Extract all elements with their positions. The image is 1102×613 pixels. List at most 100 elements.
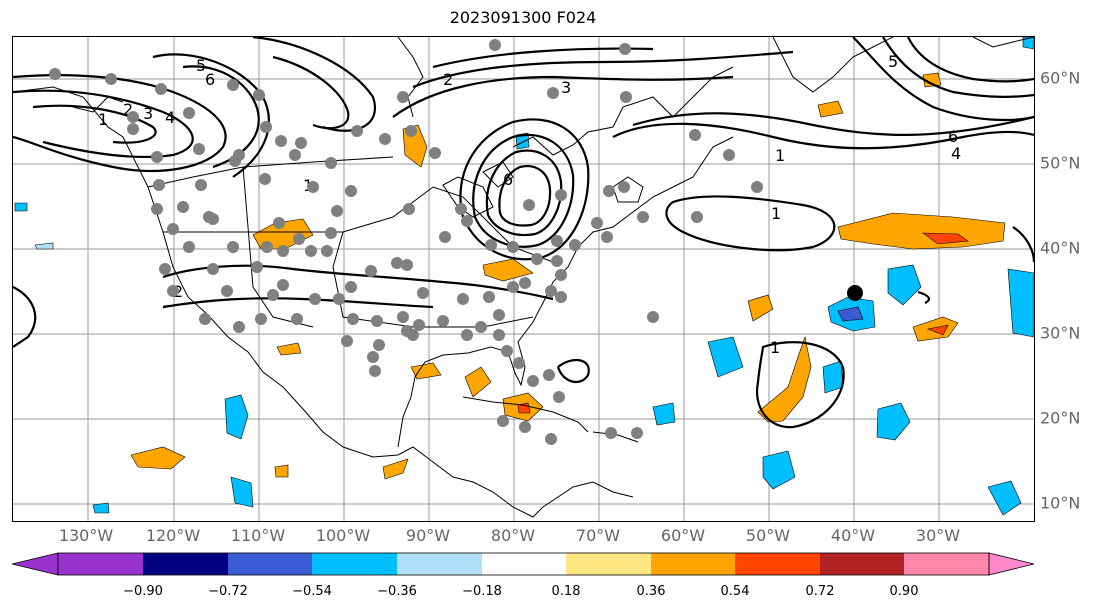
station-dot bbox=[345, 281, 357, 293]
lat-label: 10°N bbox=[1040, 493, 1081, 513]
station-dot bbox=[295, 137, 307, 149]
weather-map: 1 2 3 4 5 6 1 2 6 1 4 5 6 1 1 2 3 bbox=[12, 36, 1035, 522]
colorbar-segment bbox=[58, 553, 143, 575]
contour-label: 5 bbox=[888, 52, 898, 71]
station-dot bbox=[493, 309, 505, 321]
station-dot bbox=[493, 329, 505, 341]
station-dot bbox=[507, 241, 519, 253]
colorbar-tick-label: −0.36 bbox=[377, 584, 417, 599]
station-dot bbox=[371, 315, 383, 327]
station-dot bbox=[555, 269, 567, 281]
station-dot bbox=[227, 79, 239, 91]
station-markers bbox=[49, 39, 763, 445]
station-dot bbox=[325, 157, 337, 169]
station-dot bbox=[751, 181, 763, 193]
station-dot bbox=[555, 189, 567, 201]
station-dot bbox=[403, 203, 415, 215]
station-dot bbox=[527, 375, 539, 387]
station-dot bbox=[547, 87, 559, 99]
map-title: 2023091300 F024 bbox=[449, 8, 597, 27]
station-dot bbox=[333, 293, 345, 305]
station-dot bbox=[507, 281, 519, 293]
station-dot bbox=[401, 259, 413, 271]
colorbar-tick-label: 0.18 bbox=[551, 584, 581, 599]
station-dot bbox=[483, 291, 495, 303]
station-dot bbox=[369, 365, 381, 377]
station-dot bbox=[331, 205, 343, 217]
contour-label: 1 bbox=[771, 204, 781, 223]
map-canvas: 1 2 3 4 5 6 1 2 6 1 4 5 6 1 1 2 3 bbox=[13, 37, 1034, 521]
colorbar-tick-label: −0.54 bbox=[292, 584, 332, 599]
station-dot bbox=[437, 315, 449, 327]
station-dot bbox=[365, 265, 377, 277]
colorbar-segment bbox=[143, 553, 228, 575]
lon-label: 90°W bbox=[405, 526, 451, 545]
lon-label: 110°W bbox=[230, 526, 286, 545]
station-dot bbox=[631, 427, 643, 439]
colorbar-tick-label: −0.90 bbox=[123, 584, 163, 599]
station-dot bbox=[321, 245, 333, 257]
station-dot bbox=[497, 415, 509, 427]
station-dot bbox=[305, 245, 317, 257]
station-dot bbox=[379, 133, 391, 145]
station-dot bbox=[620, 91, 632, 103]
colorbar-segment bbox=[651, 553, 735, 575]
station-dot bbox=[523, 199, 535, 211]
station-dot bbox=[601, 231, 613, 243]
contour-label: 5 bbox=[196, 56, 206, 75]
station-dot bbox=[417, 287, 429, 299]
station-dot bbox=[277, 245, 289, 257]
station-dot bbox=[221, 285, 233, 297]
station-dot bbox=[455, 203, 467, 215]
station-dot bbox=[618, 181, 630, 193]
station-dot bbox=[519, 421, 531, 433]
station-dot bbox=[405, 125, 417, 137]
lon-label: 70°W bbox=[575, 526, 621, 545]
contour-label: 6 bbox=[948, 127, 958, 146]
graticule bbox=[13, 37, 1034, 521]
colorbar-segment bbox=[228, 553, 312, 575]
station-dot bbox=[275, 135, 287, 147]
station-dot bbox=[293, 233, 305, 245]
contour-label: 2 bbox=[443, 70, 453, 89]
contour-label: 3 bbox=[561, 78, 571, 97]
colorbar-tick-label: 0.72 bbox=[805, 584, 835, 599]
station-dot bbox=[569, 239, 581, 251]
station-dot bbox=[273, 217, 285, 229]
station-dot bbox=[555, 291, 567, 303]
station-dot bbox=[485, 239, 497, 251]
station-dot bbox=[407, 329, 419, 341]
station-dot bbox=[475, 321, 487, 333]
colorbar-segment bbox=[735, 553, 820, 575]
lon-label: 100°W bbox=[315, 526, 371, 545]
station-dot bbox=[605, 427, 617, 439]
contour-label: 4 bbox=[165, 108, 175, 127]
station-dot bbox=[513, 357, 525, 369]
station-dot bbox=[347, 313, 359, 325]
station-dot bbox=[151, 203, 163, 215]
station-dot bbox=[233, 149, 245, 161]
contour-label: 6 bbox=[503, 170, 513, 189]
station-dot bbox=[277, 279, 289, 291]
contour-label: 4 bbox=[951, 144, 961, 163]
station-dot bbox=[545, 433, 557, 445]
station-dot bbox=[501, 345, 513, 357]
lat-label: 60°N bbox=[1040, 68, 1081, 88]
station-dot bbox=[159, 263, 171, 275]
station-dot bbox=[619, 43, 631, 55]
lon-label: 130°W bbox=[58, 526, 114, 545]
station-dot bbox=[553, 391, 565, 403]
colorbar-high-extension bbox=[988, 552, 1035, 576]
station-dot bbox=[723, 149, 735, 161]
station-dot bbox=[461, 215, 473, 227]
station-dot bbox=[261, 241, 273, 253]
colorbar-segment bbox=[904, 553, 989, 575]
lon-label: 30°W bbox=[915, 526, 961, 545]
station-dot bbox=[183, 241, 195, 253]
station-dot bbox=[489, 39, 501, 51]
station-dot bbox=[153, 179, 165, 191]
station-dot bbox=[167, 223, 179, 235]
station-dot bbox=[325, 227, 337, 239]
contour-label: 6 bbox=[205, 70, 215, 89]
contour-label: 1 bbox=[770, 338, 780, 357]
